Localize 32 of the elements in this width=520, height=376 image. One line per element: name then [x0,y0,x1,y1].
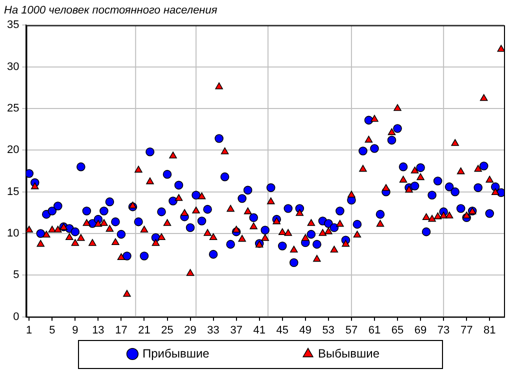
x-tick-label: 29 [184,324,196,336]
x-tick-label: 65 [391,324,404,336]
x-tick-label: 5 [49,324,56,336]
y-tick-label: 15 [6,186,20,198]
x-tick-label: 69 [414,324,427,336]
x-tick-label: 57 [345,324,358,336]
x-tick-label: 25 [161,324,174,336]
y-tick-label: 30 [6,60,20,73]
x-tick-label: 77 [460,324,473,336]
x-tick-label: 9 [72,324,78,336]
y-tick-label: 0 [13,310,20,323]
x-tick-label: 81 [483,324,496,336]
x-tick-label: 49 [299,324,312,336]
x-tick-label: 13 [92,324,104,336]
x-tick-label: 37 [230,324,242,336]
x-tick-label: 33 [207,324,220,336]
x-tick-label: 73 [437,324,450,336]
y-tick-label: 20 [6,144,20,156]
legend-label: Прибывшие [142,346,296,360]
y-tick-label: 35 [6,19,20,32]
x-tick-label: 53 [322,324,335,336]
x-tick-label: 17 [115,324,128,336]
x-tick-label: 45 [276,324,289,336]
x-tick-label: 41 [253,324,266,336]
y-tick-label: 10 [6,228,20,240]
x-tick-label: 61 [368,324,381,336]
y-tick-label: 25 [6,102,20,115]
x-tick-label: 21 [138,324,150,336]
legend-label: Выбывшие [318,346,380,360]
y-tick-label: 5 [13,269,20,282]
chart-title: На 1000 человек постоянного населения [4,4,218,17]
x-tick-label: 1 [26,324,32,336]
